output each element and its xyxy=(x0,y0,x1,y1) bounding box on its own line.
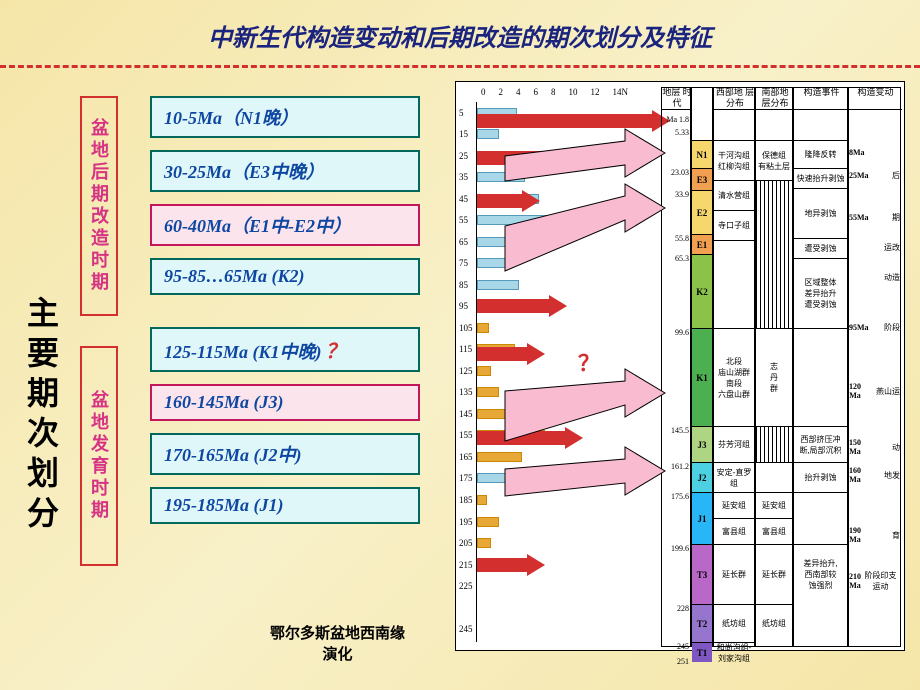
period-label-late: 盆地后期改造时期 xyxy=(80,96,118,316)
page-title: 中新生代构造变动和后期改造的期次划分及特征 xyxy=(0,0,920,65)
bar xyxy=(477,280,519,290)
bar xyxy=(477,473,509,483)
bar xyxy=(477,452,522,462)
south-column: 南部地 层分布 保德组 有粘土层志 丹 群延安组富县组延长群纸坊组 xyxy=(755,87,793,647)
caption: 鄂尔多斯盆地西南缘 演化 xyxy=(270,622,405,664)
main-content: 主要期次划分 盆地后期改造时期 盆地发育时期 10-5Ma（N1晚） 30-25M… xyxy=(0,76,920,666)
time-box-2: 60-40Ma（E1中-E2中） xyxy=(150,204,420,246)
period-labels-col: 盆地后期改造时期 盆地发育时期 xyxy=(80,96,118,596)
def-header: 构造变动 xyxy=(849,86,902,110)
chart-panel: 02468101214N 515253545556575859510511512… xyxy=(455,81,905,651)
west-column: 西部地 层分布 干河沟组 红柳沟组清水营组寺口子组北段 庙山湖群 南段 六盘山群… xyxy=(713,87,755,647)
event-header: 构造事件 xyxy=(794,86,849,110)
time-box-6: 160-145Ma (J3) xyxy=(150,384,420,421)
bar xyxy=(477,258,507,268)
time-box-3: 95-85…65Ma (K2) xyxy=(150,258,420,295)
south-header: 南部地 层分布 xyxy=(756,86,794,110)
event-column: 构造事件 隆降反转快速抬升剥蚀地异剥蚀遭受剥蚀区域整体 差异抬升 遭受剥蚀西部挤… xyxy=(793,87,848,647)
age-column: 地层 时代Ma 1.85.3323.0333.955.865.399.6145.… xyxy=(661,87,691,647)
time-box-0: 10-5Ma（N1晚） xyxy=(150,96,420,138)
bar xyxy=(477,409,509,419)
bar xyxy=(477,323,489,333)
bar xyxy=(477,172,525,182)
bar xyxy=(477,237,527,247)
period-label-dev: 盆地发育时期 xyxy=(80,346,118,566)
bar xyxy=(477,517,499,527)
bar xyxy=(477,538,491,548)
bar xyxy=(477,215,547,225)
time-box-8: 195-185Ma (J1) xyxy=(150,487,420,524)
bar xyxy=(477,495,487,505)
bar xyxy=(477,366,491,376)
time-box-1: 30-25Ma（E3中晚） xyxy=(150,150,420,192)
main-vertical-label: 主要期次划分 xyxy=(18,296,64,536)
question-mark-chart: ？ xyxy=(578,346,600,378)
time-box-5: 125-115Ma (K1中晚)？ xyxy=(150,327,420,372)
time-box-7: 170-165Ma (J2中) xyxy=(150,433,420,475)
x-axis: 02468101214N xyxy=(481,87,628,97)
divider xyxy=(0,65,920,68)
bar-chart: 02468101214N 515253545556575859510511512… xyxy=(461,87,656,647)
time-boxes-col: 10-5Ma（N1晚） 30-25Ma（E3中晚） 60-40Ma（E1中-E2中）… xyxy=(150,96,430,536)
west-header: 西部地 层分布 xyxy=(714,86,756,110)
bar xyxy=(477,129,499,139)
deformation-column: 构造变动 8Ma25Ma后55Ma期运改动造95Ma阶段120 Ma燕山运150… xyxy=(848,87,901,647)
bar xyxy=(477,387,499,397)
unit-column: N1E3E2E1K2K1J3J2J1T3T2T1 xyxy=(691,87,713,647)
